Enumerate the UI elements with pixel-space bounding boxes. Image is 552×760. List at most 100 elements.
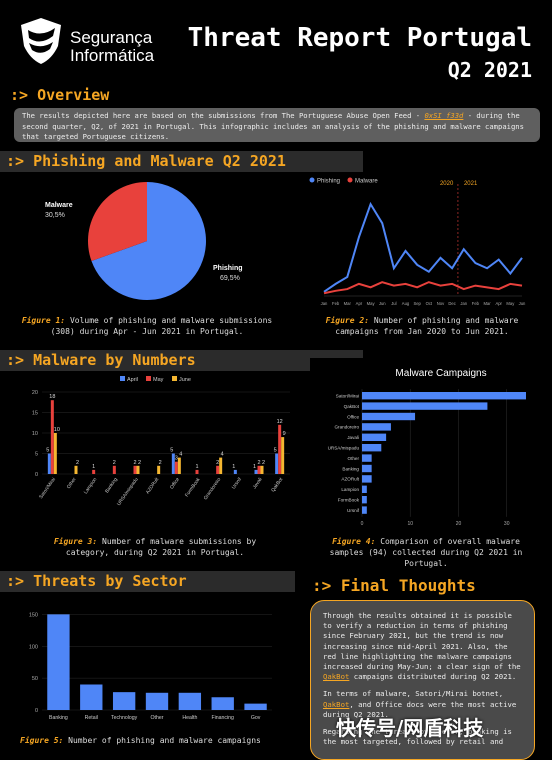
sector-bar [112,692,136,710]
sector-bar [80,684,103,710]
page-subtitle: Q2 2021 [447,58,532,82]
fig4-text: Comparison of overall malware samples (9… [329,537,523,568]
pie-label-malware: Malware [45,202,73,209]
overview-text-after: - during the second quarter, Q2, of 2021… [22,111,524,141]
bar-april [275,453,279,474]
bar-value-label: 1 [92,464,95,470]
y-tick-label: 5 [35,452,38,458]
hbar [362,433,387,441]
bar-value-label: 9 [283,431,286,437]
category-label: Javali [347,435,359,440]
y-tick-label: 10 [32,431,38,437]
category-label: Technology [111,715,138,721]
category-label: FormBook [338,498,360,503]
figure5-caption: Figure 5: Number of phishing and malware… [20,735,290,746]
hbar [362,402,488,410]
bar-june [157,465,161,474]
overview-heading: :> Overview [10,86,110,104]
pie-slice-malware [88,182,147,261]
fig2-text: Number of phishing and malware campaigns… [335,316,519,336]
bar-june [281,437,285,474]
y-tick-label: 0 [35,708,38,714]
bar-value-label: 2 [159,460,162,466]
bar-value-label: 10 [54,427,60,433]
bar-may [216,465,220,474]
bar-may [278,424,282,474]
legend-label-phishing: Phishing [317,179,340,185]
x-tick-label: 30 [504,521,510,527]
p2-text-a: In terms of malware, Satori/Mirai botnet… [323,689,504,699]
grouped-bar-chart: April May June0510152051810Satori/Mirai2Ot… [32,376,290,507]
hbar [362,475,372,483]
x-tick-label: Jan [321,301,328,306]
bar-value-label: 1 [232,464,235,470]
x-tick-label: Aug [402,301,410,306]
category-label: Banking [342,466,359,471]
category-label: Other [66,476,78,490]
category-label: Office [347,414,359,419]
bar-value-label: 2 [113,460,116,466]
fig3-label: Figure 3: [53,537,98,546]
bar-value-label: 4 [221,452,224,458]
qakbot-link-1[interactable]: QakBot [323,672,350,682]
x-tick-label: Jan [460,301,467,306]
x-tick-label: 10 [407,521,413,527]
bar-value-label: 1 [253,464,256,470]
series-line-phishing [323,201,523,293]
thoughts-paragraph-3: Regarding the threats by sector, banking… [323,727,512,747]
fig2-label: Figure 2: [325,316,370,325]
fig4-label: Figure 4: [332,537,376,546]
hbar [362,464,372,473]
pie-slice-phishing [91,182,206,300]
figure1-caption: Figure 1: Volume of phishing and malware… [12,315,282,337]
bar-may [195,469,199,474]
x-tick-label: Jul [391,301,396,306]
y-tick-label: 20 [32,390,38,396]
bar-value-label: 5 [274,448,277,454]
legend-swatch-may [146,376,151,381]
bar-may [50,400,54,474]
qakbot-link-2[interactable]: QakBot [323,699,350,709]
legend-label-april: April [127,377,138,383]
horizontal-bar-chart: Malware Campaigns 0 10 20 30 Satori/Mirai QakB… [310,358,532,534]
x-tick-label: May [367,301,376,306]
bar-value-label: 5 [170,448,173,454]
hbar [362,496,367,504]
p1-text-a: Through the results obtained it is possi… [323,611,521,672]
category-label: Other [348,456,360,461]
feed-link[interactable]: 0xSI_f33d [424,111,464,120]
bar-value-label: 2 [257,460,260,466]
x-tick-label: Jun [379,301,386,306]
x-tick-label: Jun [519,301,526,306]
category-label: Ursnif [231,476,243,490]
y-tick-label: 50 [32,676,38,682]
hbar [362,485,367,493]
x-tick-label: Feb [472,301,480,306]
category-label: Office [169,476,181,490]
x-tick-label: Feb [332,301,340,306]
category-label: Retail [85,715,98,721]
final-heading: :> Final Thoughts [312,576,476,595]
y-tick-label: 150 [29,612,38,618]
chart-title: Malware Campaigns [395,368,486,379]
bar-value-label: 2 [76,460,79,466]
y-tick-label: 15 [32,411,38,417]
bar-may [257,465,261,474]
bar-value-label: 1 [195,464,198,470]
sector-bar-chart: 0 50 100 150 Banking Retail Technology Other Hea… [29,612,272,721]
legend-dot-malware [347,177,353,183]
bar-april [254,469,258,474]
bar-april [171,453,175,474]
bar-may [174,461,178,474]
legend-swatch-june [172,376,177,381]
bar-april [233,469,237,474]
pie-chart: Malware 30,5% Phishing 69,5% [45,182,243,300]
hbar [362,412,416,421]
sector-bar [47,614,70,710]
sector-bar [178,692,202,710]
overview-box: The results depicted here are based on t… [14,108,540,142]
x-tick-label: 20 [456,521,462,527]
legend-dot-phishing [309,177,315,183]
bar-june [74,465,78,474]
